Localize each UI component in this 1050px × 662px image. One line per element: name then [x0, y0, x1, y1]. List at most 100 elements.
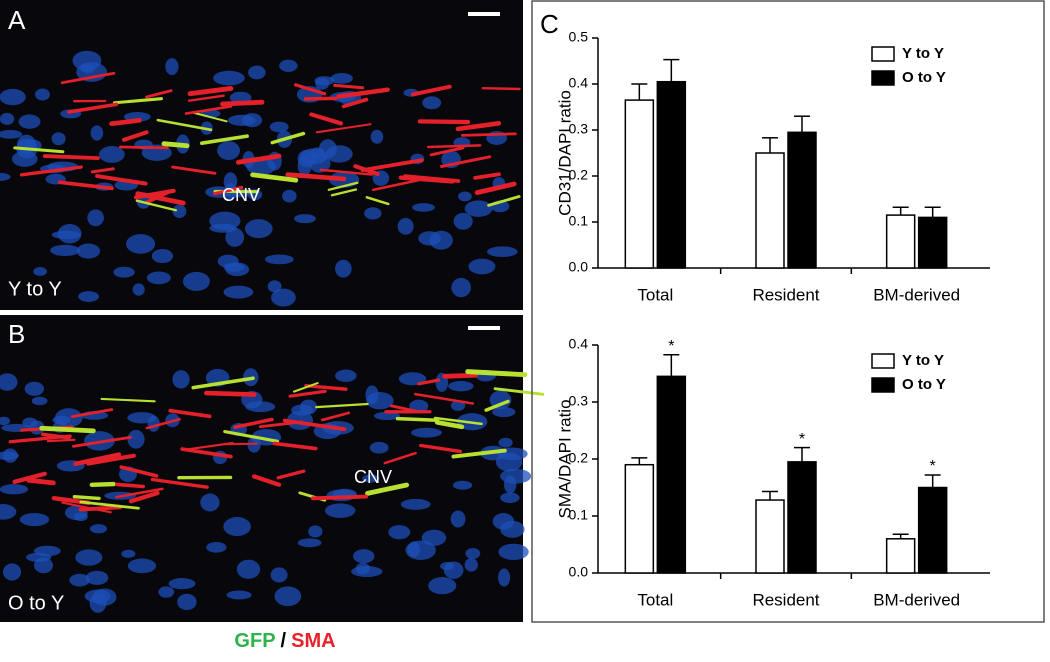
nucleus [226, 591, 251, 600]
fiber [120, 147, 167, 148]
nucleus [113, 267, 134, 278]
nucleus [458, 191, 472, 201]
y-tick-label: 0.5 [569, 29, 589, 45]
nucleus [388, 525, 410, 539]
significance: * [799, 431, 805, 448]
nucleus [152, 249, 173, 263]
fiber [397, 419, 437, 421]
stain-sep: / [281, 630, 287, 652]
nucleus [245, 219, 273, 238]
nucleus [19, 114, 41, 128]
nucleus [17, 135, 36, 155]
stain-red: SMA [291, 630, 335, 652]
nucleus [228, 115, 256, 126]
nucleus [353, 549, 374, 563]
significance: * [930, 458, 936, 475]
legend-label: O to Y [902, 69, 946, 86]
panel-letter: C [540, 9, 559, 39]
nucleus [0, 113, 14, 125]
nucleus [90, 524, 107, 533]
panel-letter: A [8, 5, 26, 35]
legend-label: Y to Y [902, 45, 944, 62]
y-axis-label: SMA/DAPI ratio [555, 399, 574, 518]
nucleus [165, 58, 178, 75]
fiber [112, 120, 140, 123]
nucleus [223, 517, 251, 536]
nucleus [500, 493, 519, 504]
nucleus [172, 370, 189, 388]
nucleus [298, 538, 322, 547]
bar [657, 82, 685, 268]
nucleus [87, 209, 104, 226]
bar [756, 153, 784, 268]
fiber [428, 145, 480, 147]
nucleus [500, 521, 524, 538]
nucleus [451, 511, 466, 528]
bar [919, 488, 947, 574]
x-tick-label: Resident [752, 285, 819, 304]
fiber [29, 480, 54, 483]
nucleus [271, 567, 288, 582]
nucleus [85, 590, 111, 603]
y-axis-label: CD31/DAPI ratio [555, 90, 574, 216]
nucleus [217, 141, 240, 160]
nucleus [268, 280, 282, 292]
nucleus [335, 370, 357, 382]
y-tick-label: 0.0 [569, 259, 589, 275]
fiber [224, 444, 256, 445]
fiber [223, 102, 263, 104]
nucleus [440, 562, 454, 570]
nucleus [298, 156, 312, 176]
nucleus [126, 234, 155, 254]
nucleus [325, 503, 356, 518]
bar [788, 462, 816, 573]
nucleus [451, 278, 471, 297]
bar [788, 132, 816, 268]
nucleus [147, 271, 171, 284]
nucleus [335, 260, 352, 278]
nucleus [213, 71, 244, 86]
x-tick-label: Total [637, 285, 673, 304]
nucleus [498, 544, 528, 560]
nucleus [91, 125, 104, 140]
fiber [468, 372, 525, 375]
nucleus [468, 259, 495, 275]
fiber [48, 440, 75, 441]
nucleus [429, 231, 452, 250]
panel-letter: B [8, 319, 25, 349]
nucleus [499, 438, 513, 448]
nucleus [200, 494, 219, 512]
nucleus [128, 559, 156, 574]
region-label: CNV [354, 467, 392, 487]
bar [756, 500, 784, 573]
legend-swatch [872, 354, 894, 368]
nucleus [465, 200, 493, 216]
nucleus [308, 525, 322, 537]
bar [625, 465, 653, 573]
nucleus [73, 51, 102, 71]
nucleus [183, 272, 210, 291]
legend-swatch [872, 378, 894, 392]
nucleus [487, 246, 518, 257]
nucleus [77, 243, 100, 258]
nucleus [294, 214, 316, 223]
nucleus [169, 578, 196, 589]
nucleus [411, 428, 442, 438]
nucleus [407, 542, 420, 558]
fiber [206, 393, 254, 395]
nucleus [448, 381, 473, 391]
nucleus [58, 224, 82, 244]
bar [887, 215, 915, 268]
fiber [420, 121, 468, 122]
nucleus [25, 382, 44, 396]
nucleus [422, 96, 441, 109]
fiber [92, 484, 114, 485]
nucleus [74, 512, 88, 521]
x-tick-label: Resident [752, 590, 819, 609]
y-tick-label: 0.4 [569, 75, 589, 91]
nucleus [3, 563, 21, 580]
legend-label: Y to Y [902, 352, 944, 369]
nucleus [279, 60, 297, 72]
nucleus [465, 548, 480, 559]
nucleus [52, 132, 66, 145]
